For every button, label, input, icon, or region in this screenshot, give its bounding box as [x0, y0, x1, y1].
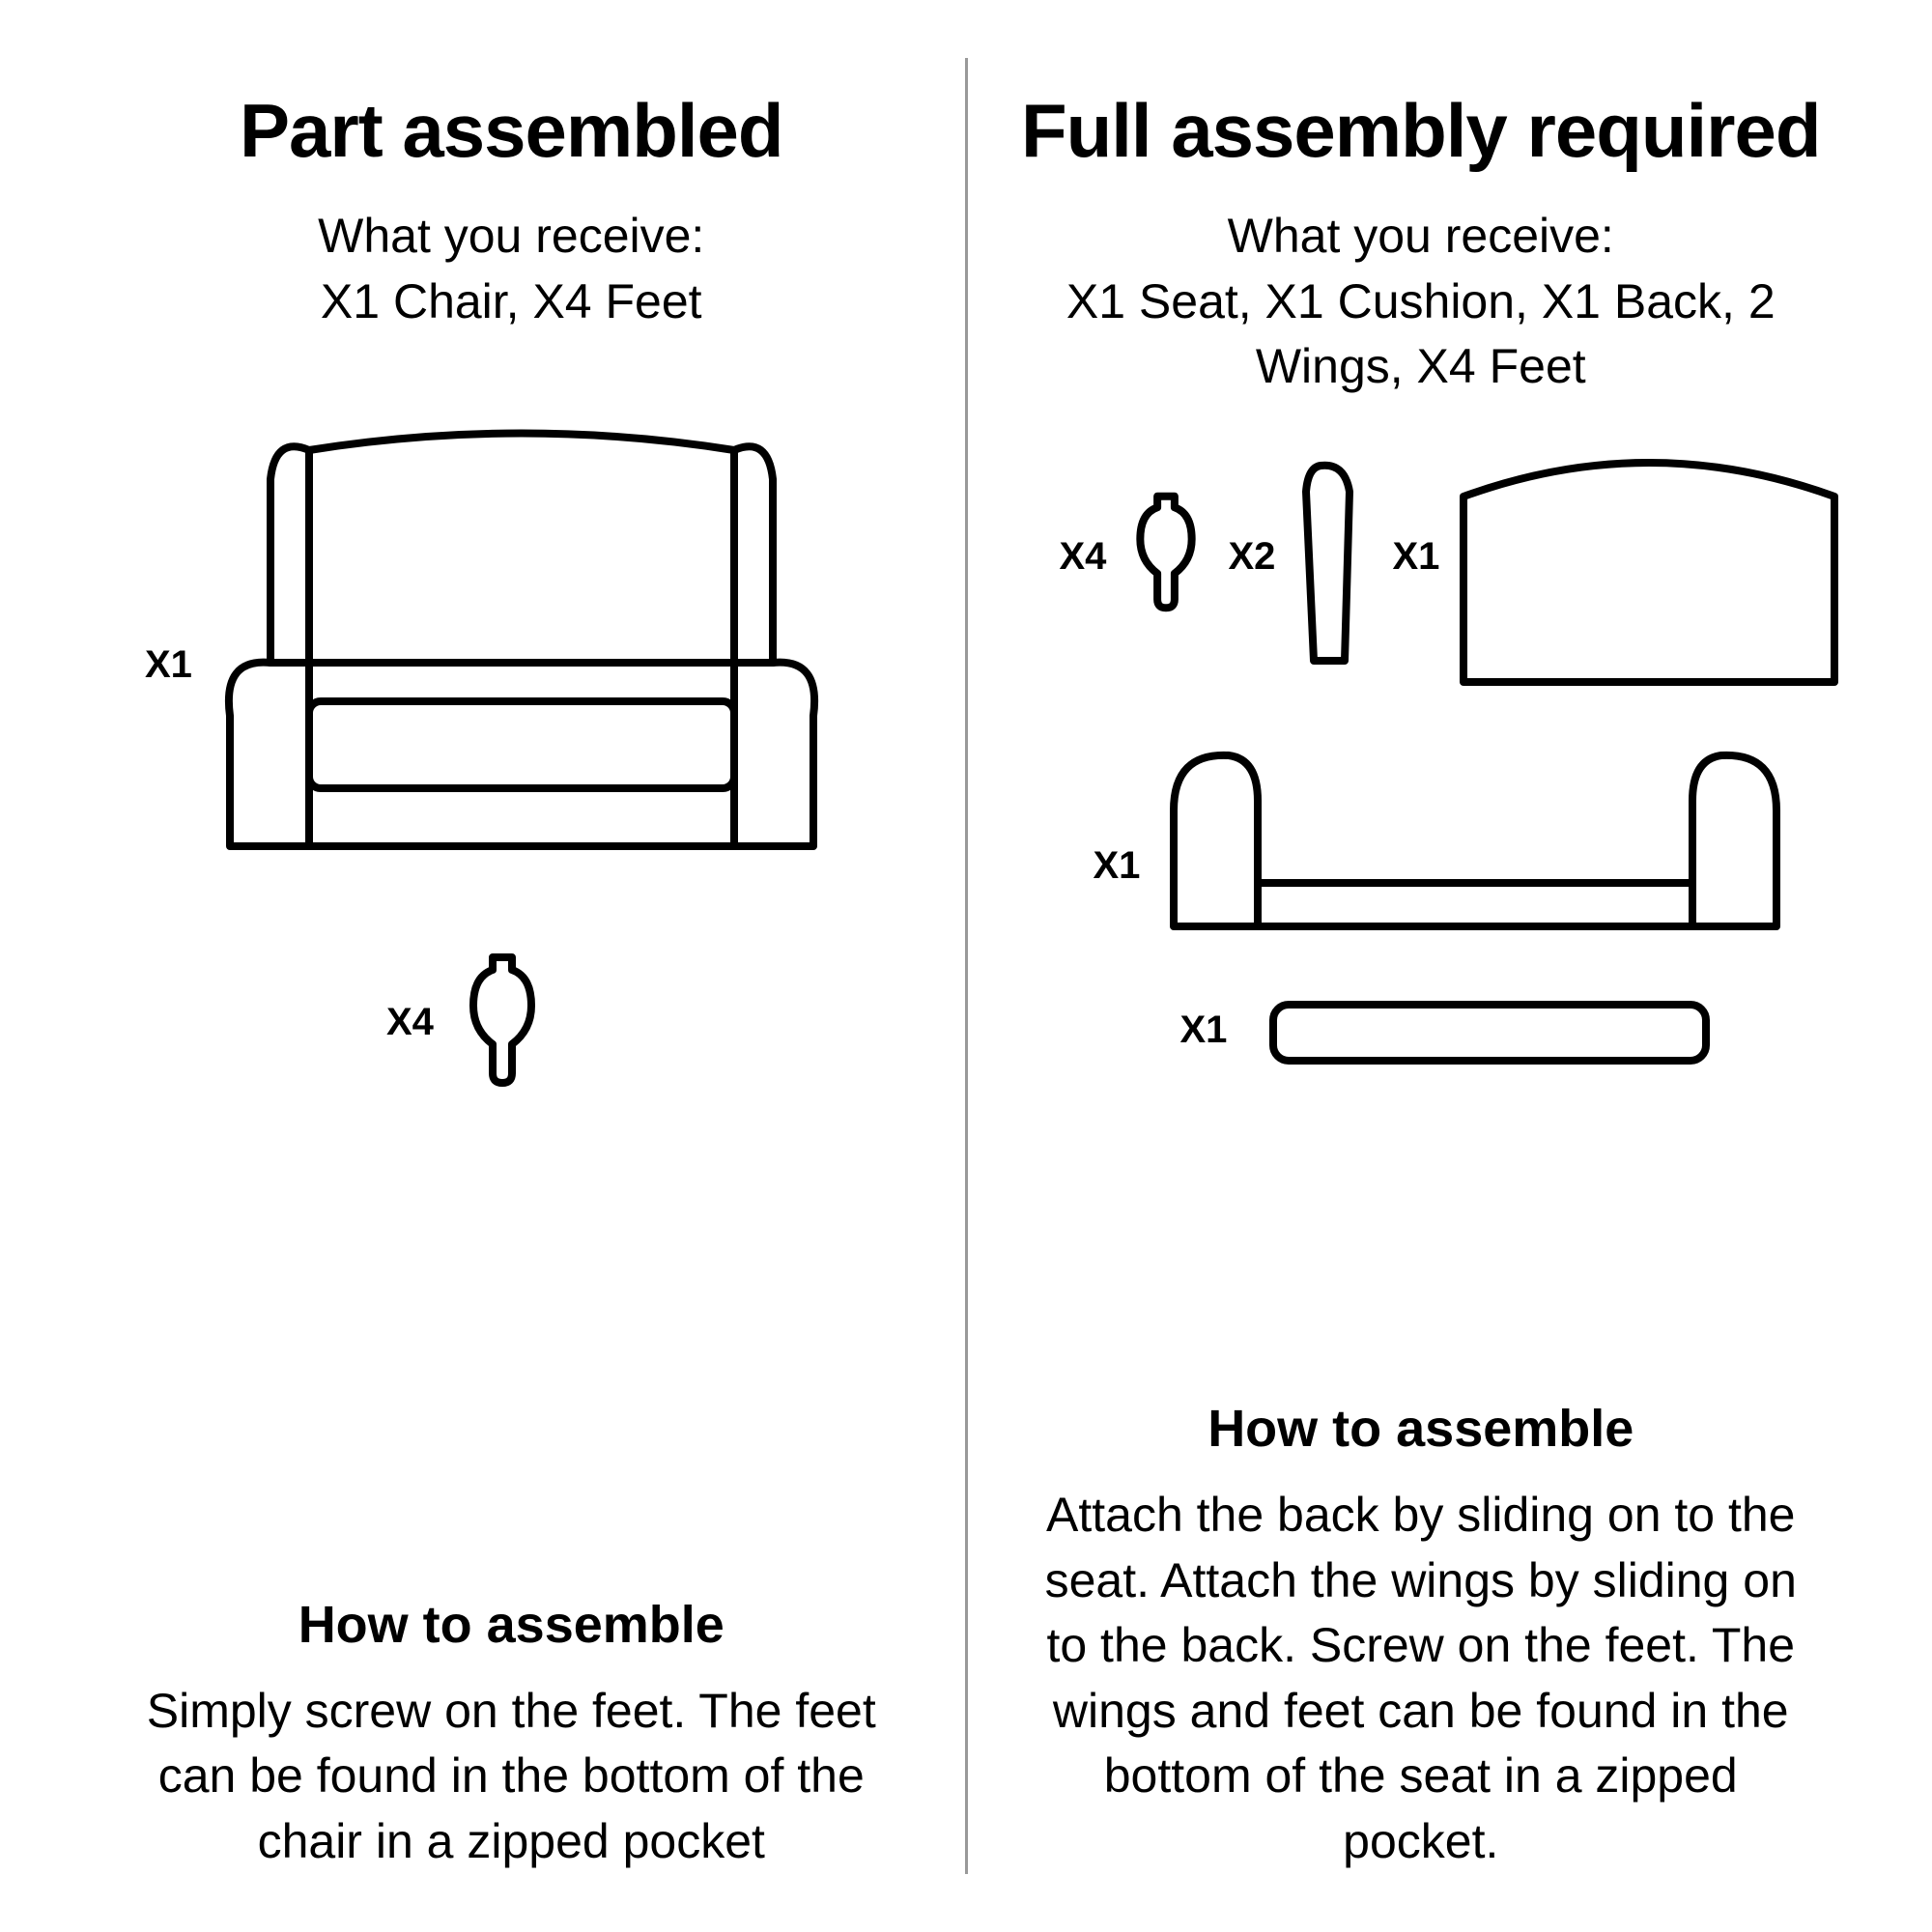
left-feet-qty-label: X4 [386, 1001, 434, 1044]
cushion-qty-label: X1 [1180, 1009, 1228, 1052]
foot-icon [459, 952, 546, 1088]
wing-qty-label: X2 [1229, 535, 1276, 579]
left-howto-title: How to assemble [298, 1595, 724, 1655]
wing-icon [1296, 458, 1364, 670]
cushion-icon [1267, 999, 1712, 1066]
right-diagram: X4 X2 X1 X1 [1007, 439, 1836, 1380]
left-column: Part assembled What you receive: X1 Chai… [58, 87, 965, 1874]
right-howto-body: Attach the back by sliding on to the sea… [1044, 1483, 1798, 1874]
chair-icon [222, 412, 821, 856]
back-qty-label: X1 [1393, 535, 1440, 579]
right-receive-heading: What you receive: [1228, 209, 1614, 263]
left-receive: What you receive: X1 Chair, X4 Feet [318, 204, 704, 334]
left-title: Part assembled [240, 87, 783, 175]
seat-qty-label: X1 [1094, 844, 1141, 888]
right-receive: What you receive: X1 Seat, X1 Cushion, X… [1007, 204, 1836, 400]
infographic-container: Part assembled What you receive: X1 Chai… [0, 0, 1932, 1932]
right-howto-title: How to assemble [1208, 1399, 1634, 1459]
seat-icon [1166, 748, 1784, 941]
chair-qty-label: X1 [145, 643, 192, 687]
back-icon [1456, 439, 1842, 690]
left-receive-heading: What you receive: [318, 209, 704, 263]
right-title: Full assembly required [1021, 87, 1821, 175]
foot-icon [1127, 492, 1205, 612]
left-diagram: X1 [97, 373, 926, 1576]
right-column: Full assembly required What you receive:… [968, 87, 1875, 1874]
right-feet-qty-label: X4 [1060, 535, 1107, 579]
left-howto-body: Simply screw on the feet. The feet can b… [134, 1679, 888, 1875]
right-receive-items: X1 Seat, X1 Cushion, X1 Back, 2 Wings, X… [1066, 274, 1776, 394]
left-receive-items: X1 Chair, X4 Feet [321, 274, 702, 328]
